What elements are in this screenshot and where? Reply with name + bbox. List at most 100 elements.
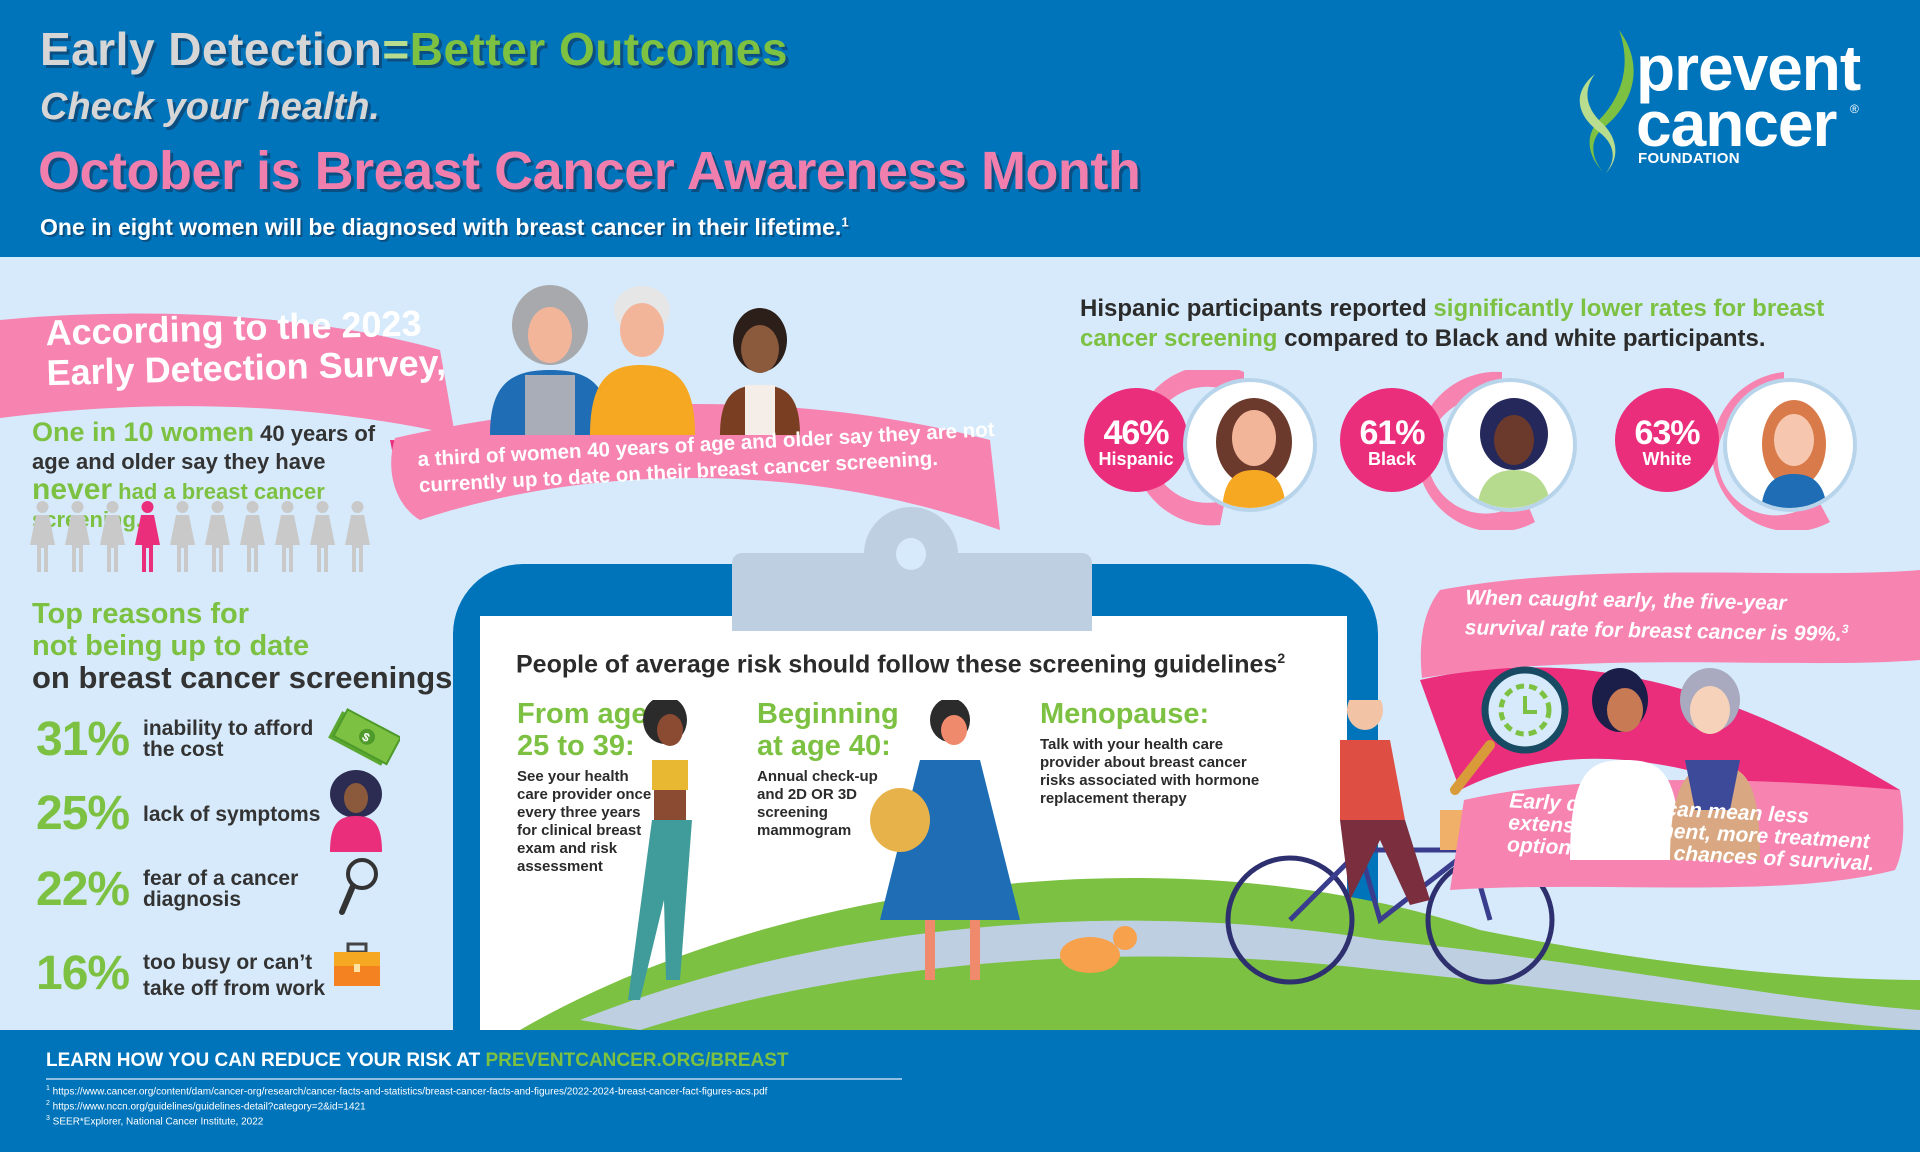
guideline-line: provider about breast cancer (1040, 754, 1247, 771)
magnifier-clock-icon (1450, 666, 1569, 795)
woman-figure-icon (205, 501, 230, 572)
reason-line1: inability to afford (143, 717, 314, 740)
footnote-number: 2 (46, 1100, 50, 1107)
stat-label: Hispanic (1098, 449, 1174, 469)
corgi-dog-illustration (1060, 926, 1137, 973)
portrait-hispanic (1183, 378, 1317, 512)
magnifying-glass-icon (339, 858, 378, 915)
one-in-ten-tail: had a breast cancer screening. (32, 479, 325, 532)
reason-text: lack of symptoms (143, 804, 320, 825)
clipboard-clip-hole (896, 538, 926, 570)
stat-pct: 63% (1634, 414, 1700, 452)
footnote-link[interactable]: https://www.nccn.org/guidelines/guidelin… (49, 1101, 366, 1113)
guideline-line: Talk with your health care (1040, 736, 1224, 753)
stat-label: Black (1367, 449, 1417, 469)
woman-figure-icon (275, 501, 300, 572)
stat-circle-white: 63% White (1615, 388, 1719, 492)
stat-pct: 61% (1359, 414, 1425, 452)
guideline-line: See your health (517, 768, 629, 785)
guideline-line: for clinical breast (517, 822, 642, 839)
footnote-number: 3 (46, 1115, 50, 1122)
headline-early-detection: Early Detection (40, 23, 383, 75)
woman-figure-icon (100, 501, 125, 572)
logo-prevent: prevent (1636, 32, 1861, 104)
woman-figure-icon (65, 501, 90, 572)
footnote-3: 3 SEER*Explorer, National Cancer Institu… (46, 1115, 263, 1127)
reason-line1: lack of symptoms (143, 803, 321, 826)
reason-line2: diagnosis (143, 888, 242, 911)
logo-registered: ® (1850, 102, 1859, 116)
briefcase-icon (334, 942, 380, 986)
footnote-ref: 3 (1841, 621, 1849, 636)
stat-label: White (1642, 449, 1692, 469)
guideline-age-40: Beginning at age 40: Annual check-up and… (757, 698, 899, 840)
guideline-line: risks associated with hormone (1040, 772, 1260, 789)
reason-text: inability to afford the cost (143, 718, 313, 760)
reason-item-symptoms: 25% lack of symptoms (36, 770, 416, 852)
guideline-line: mammogram (757, 822, 852, 839)
doctor-patient-illustration (1570, 668, 1760, 860)
guideline-body: Talk with your health care provider abou… (1040, 736, 1280, 808)
footnote-link[interactable]: https://www.cancer.org/content/dam/cance… (49, 1086, 768, 1098)
hispanic-woman-avatar-icon (1216, 398, 1292, 508)
guideline-head: From ages (517, 698, 664, 730)
headline-equals: = (382, 23, 410, 75)
survey-ribbon (0, 313, 1000, 530)
footnote-1: 1 https://www.cancer.org/content/dam/can… (46, 1085, 767, 1097)
guideline-head: 25 to 39: (517, 730, 635, 762)
guideline-line: replacement therapy (1040, 790, 1187, 807)
money-icon: $ (328, 708, 400, 766)
stat-circle-hispanic: 46% Hispanic (1084, 388, 1188, 492)
guideline-head: Beginning (757, 698, 899, 730)
reason-line2: the cost (143, 738, 224, 761)
logo-cancer: cancer (1636, 88, 1837, 160)
lifetime-stat: One in eight women will be diagnosed wit… (40, 214, 849, 241)
woman-figure-icon (170, 501, 195, 572)
portrait-black (1443, 378, 1577, 512)
subtitle: Check your health. (40, 86, 380, 128)
guideline-body: See your health care provider once every… (517, 768, 667, 876)
guideline-head: Menopause: (1040, 698, 1210, 730)
lifetime-stat-text: One in eight women will be diagnosed wit… (40, 214, 842, 240)
woman-arms-crossed-icon (330, 770, 382, 852)
survey-title: According to the 2023 Early Detection Su… (45, 302, 446, 393)
logo-foundation: FOUNDATION (1638, 150, 1740, 167)
runner-illustration (628, 700, 692, 1000)
woman-figure-icon (30, 501, 55, 572)
black-woman-avatar-icon (1477, 398, 1551, 508)
guidelines-title: People of average risk should follow the… (516, 650, 1285, 679)
guideline-line: screening (757, 804, 828, 821)
reason-pct: 16% (36, 947, 130, 1000)
guideline-body: Annual check-up and 2D OR 3D screening m… (757, 768, 897, 840)
footnote-number: 1 (46, 1085, 50, 1092)
hispanic-title-lead: Hispanic participants reported (1080, 295, 1434, 322)
guideline-line: care provider once (517, 786, 652, 803)
reason-pct: 22% (36, 863, 130, 916)
portrait-white (1723, 378, 1857, 512)
woman-figure-icon (240, 501, 265, 572)
learn-link[interactable]: PREVENTCANCER.ORG/BREAST (485, 1050, 789, 1071)
guideline-line: assessment (517, 858, 603, 875)
woman-figure-highlighted-icon (135, 501, 160, 572)
guidelines-title-text: People of average risk should follow the… (516, 650, 1278, 679)
reasons-title-line3: on breast cancer screenings: (32, 660, 463, 695)
learn-more-cta: LEARN HOW YOU CAN REDUCE YOUR RISK AT PR… (46, 1050, 788, 1072)
hispanic-title-highlight: significantly lower rates for breast can… (1080, 295, 1825, 352)
reason-item-busy: 16% too busy or can’t take off from work (36, 942, 416, 1006)
survival-ribbon (1420, 570, 1920, 890)
one-in-ten-lead: One in 10 women (32, 417, 255, 447)
hispanic-stat-title: Hispanic participants reported significa… (1080, 294, 1880, 354)
footnote-ref: 1 (841, 214, 849, 230)
headline-better-outcomes: Better Outcomes (409, 23, 788, 75)
guideline-line: and 2D OR 3D (757, 786, 858, 803)
guideline-line: every three years (517, 804, 641, 821)
guideline-ages-25-39: From ages 25 to 39: See your health care… (517, 698, 667, 876)
reason-item-cost: 31% inability to afford the cost $ (36, 708, 416, 772)
woman-figure-icon (345, 501, 370, 572)
survival-rate-text: When caught early, the five-year surviva… (1465, 586, 1896, 647)
reasons-title: Top reasons for not being up to date on … (32, 598, 463, 694)
month-banner: October is Breast Cancer Awareness Month (38, 141, 1141, 201)
one-in-ten-stat: One in 10 women 40 years of age and olde… (32, 418, 392, 534)
reason-line1: fear of a cancer (143, 867, 299, 890)
white-woman-avatar-icon (1761, 400, 1827, 508)
